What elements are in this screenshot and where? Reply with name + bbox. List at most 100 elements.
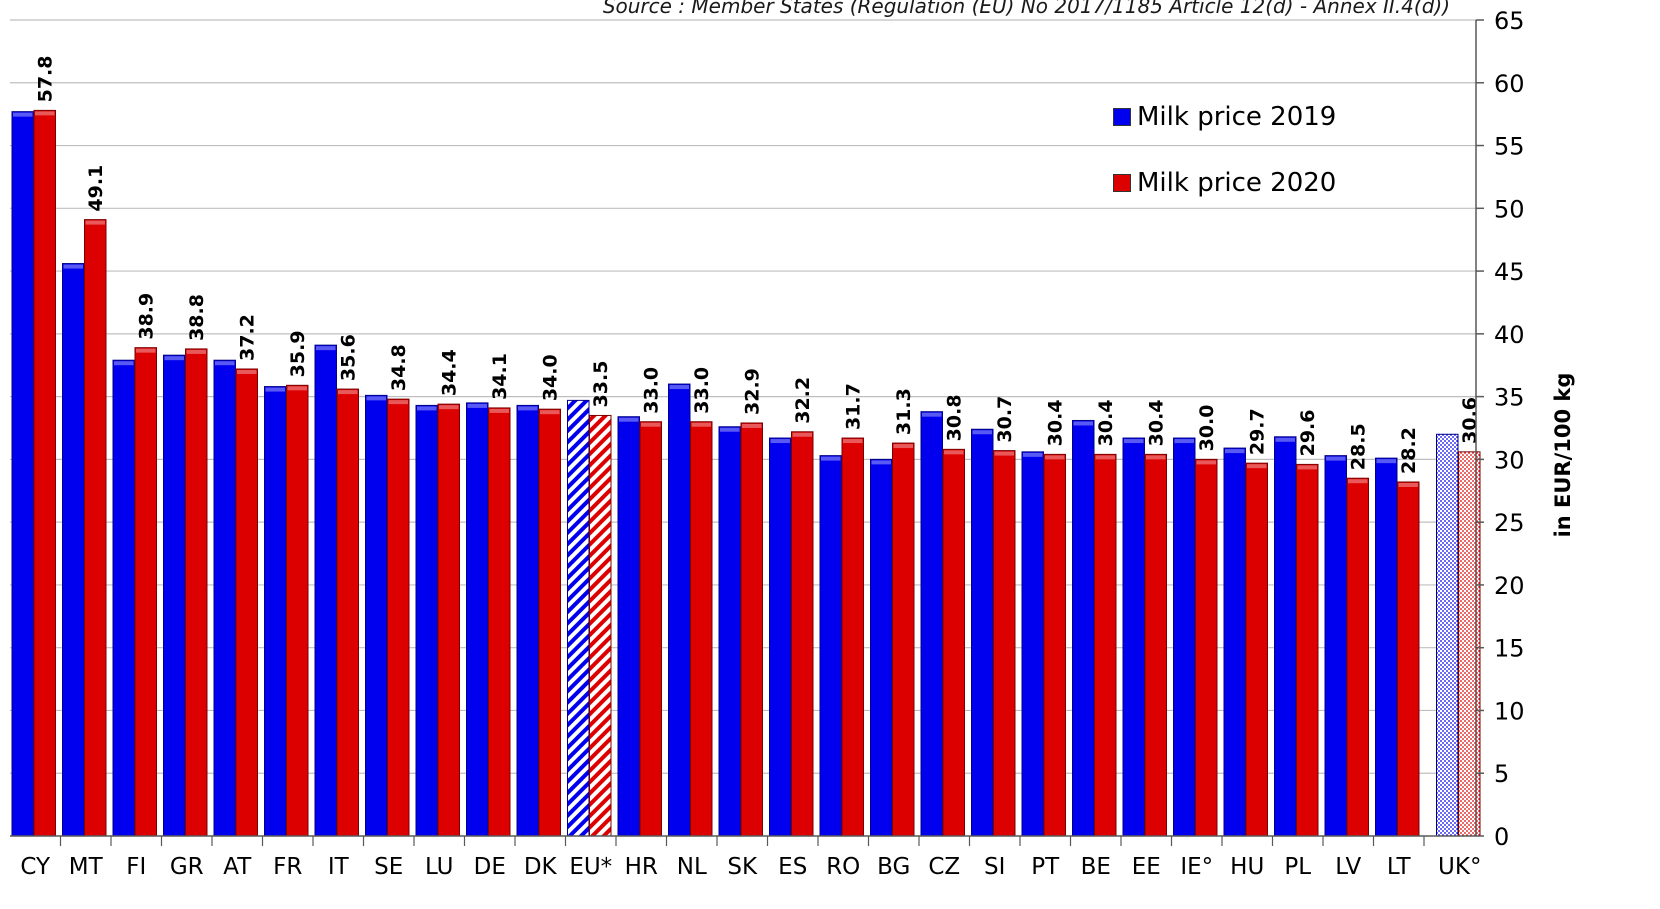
bar-bevel	[843, 439, 863, 444]
y-tick-label: 15	[1494, 635, 1525, 663]
legend-item-2020: Milk price 2020	[1113, 166, 1336, 200]
bar-2019-SE	[365, 394, 388, 837]
x-tick-label-SI: SI	[984, 854, 1005, 880]
bar-bevel	[1326, 456, 1346, 461]
bar-2019-UK°	[1436, 433, 1459, 837]
bar-bevel	[136, 348, 156, 353]
bar-bevel	[316, 346, 336, 351]
bar-2020-NL	[690, 421, 713, 837]
x-tick-label-HR: HR	[625, 854, 658, 880]
bar-2020-BE	[1094, 453, 1117, 837]
bar-2020-UK°	[1458, 451, 1481, 837]
bar-bevel	[669, 385, 689, 390]
bar-bevel	[1275, 437, 1295, 442]
bar-2020-PT	[1043, 453, 1066, 837]
legend-label-2019: Milk price 2019	[1137, 102, 1337, 132]
y-tick-label: 40	[1494, 321, 1525, 349]
y-tick-label: 20	[1494, 572, 1525, 600]
x-tick-label-PT: PT	[1031, 854, 1060, 880]
bar-2020-ES	[791, 431, 814, 837]
x-tick-label-NL: NL	[677, 854, 707, 880]
bar-bevel	[742, 423, 762, 428]
x-tick-label-BE: BE	[1081, 854, 1111, 880]
bar-2020-LV	[1346, 477, 1369, 837]
bar-2019-DK	[516, 404, 539, 837]
x-tick-label-PL: PL	[1284, 854, 1311, 880]
bar-bevel	[1247, 464, 1267, 469]
bar-2019-NL	[668, 383, 691, 837]
bar-bevel	[821, 456, 841, 461]
bar-bevel	[13, 112, 33, 117]
y-tick-label: 45	[1494, 258, 1525, 286]
bar-bevel	[1095, 455, 1115, 460]
x-tick-label-MT: MT	[69, 854, 104, 880]
bar-bevel	[770, 439, 790, 444]
x-tick-label-RO: RO	[826, 854, 860, 880]
x-tick-label-DK: DK	[524, 854, 558, 880]
bar-2019-PL	[1274, 436, 1297, 837]
x-tick-label-DE: DE	[474, 854, 506, 880]
bar-2019-CY	[11, 111, 34, 837]
bar-bevel	[871, 460, 891, 465]
y-tick-label: 60	[1494, 70, 1525, 98]
x-tick-label-SK: SK	[727, 854, 758, 880]
data-label-2020-UK°: 30.6	[1459, 397, 1481, 444]
data-label-2020-EE: 30.4	[1146, 399, 1168, 446]
bar-bevel	[691, 422, 711, 427]
bar-2020-FR	[286, 384, 309, 837]
x-tick-label-UK°: UK°	[1438, 854, 1481, 880]
bar-2020-MT	[84, 219, 107, 837]
data-label-2020-ES: 32.2	[792, 377, 814, 424]
legend-item-2019: Milk price 2019	[1113, 100, 1336, 134]
data-label-2020-MT: 49.1	[85, 165, 107, 212]
bar-2019-FR	[264, 386, 287, 837]
bar-bevel	[1398, 482, 1418, 487]
bar-bevel	[338, 390, 358, 395]
bar-bevel	[893, 444, 913, 449]
axes: 0 5 10 15 20 25 30 35 40 45 50 55 60 65 CY MT FI GR AT FR IT…	[10, 7, 1525, 880]
bar-bevel	[1124, 439, 1144, 444]
data-label-2020-PL: 29.6	[1297, 410, 1319, 457]
y-tick-label: 50	[1494, 195, 1525, 223]
data-label-2020-IT: 35.6	[338, 334, 360, 381]
data-label-2020-GR: 38.8	[186, 294, 208, 341]
data-label-2020-FR: 35.9	[287, 330, 309, 377]
bar-2019-SI	[971, 428, 994, 837]
bar-bevel	[63, 264, 83, 269]
bar-bevel	[467, 403, 487, 408]
y-tick-label: 55	[1494, 133, 1525, 161]
bar-bevel	[720, 427, 740, 432]
x-tick-label-HU: HU	[1230, 854, 1264, 880]
data-label-2020-AT: 37.2	[237, 314, 259, 361]
y-tick-label: 30	[1494, 446, 1525, 474]
y-tick-label: 35	[1494, 384, 1525, 412]
data-label-2020-LV: 28.5	[1348, 423, 1370, 470]
bar-2019-LV	[1324, 455, 1347, 837]
bar-2019-IE°	[1173, 437, 1196, 837]
data-label-2020-EU*: 33.5	[590, 361, 612, 408]
bar-2019-LU	[415, 404, 438, 837]
bar-bevel	[1348, 479, 1368, 484]
bar-2019-HU	[1223, 447, 1246, 837]
bar-bevel	[1174, 439, 1194, 444]
bar-bevel	[489, 408, 509, 413]
bar-bevel	[35, 111, 55, 116]
data-label-2020-LU: 34.4	[439, 349, 461, 396]
bar-2019-BG	[870, 458, 893, 837]
x-tick-label-EE: EE	[1132, 854, 1161, 880]
bar-bevel	[366, 396, 386, 401]
y-tick-label: 0	[1494, 823, 1509, 851]
bar-2019-GR	[163, 354, 186, 837]
bar-2019-IT	[314, 344, 337, 837]
legend-swatch-2020	[1113, 174, 1131, 192]
bar-2019-MT	[62, 263, 85, 837]
bar-2020-BG	[892, 442, 915, 837]
x-tick-label-AT: AT	[223, 854, 252, 880]
bar-bevel	[540, 410, 560, 415]
bar-2020-PL	[1296, 463, 1319, 837]
bar-2019-SK	[718, 426, 741, 837]
data-label-2020-CY: 57.8	[35, 55, 57, 102]
bar-bevel	[1297, 465, 1317, 470]
bar-2019-AT	[213, 359, 236, 837]
bar-bevel	[265, 387, 285, 392]
